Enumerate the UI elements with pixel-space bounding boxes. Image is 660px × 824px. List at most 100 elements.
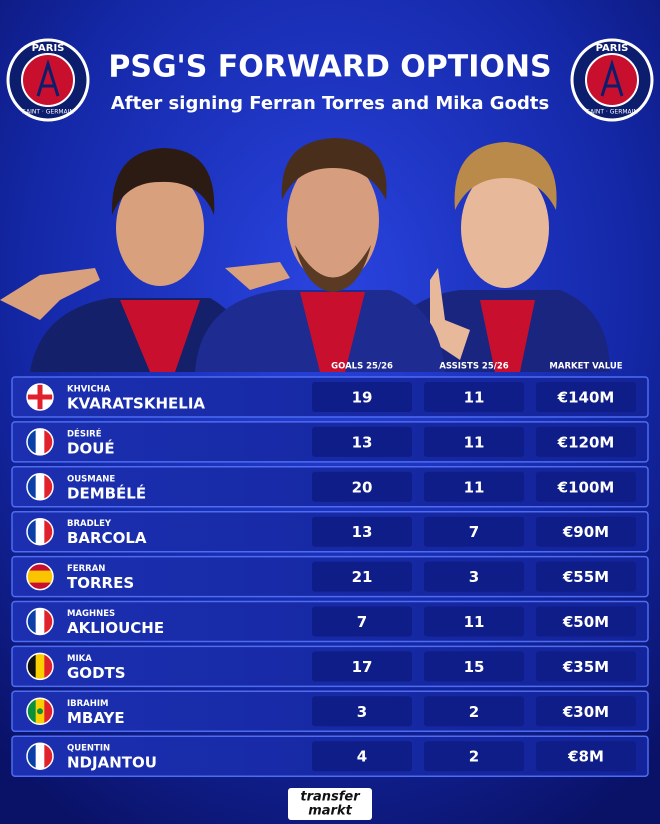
psg-crest: PARIS SAINT · GERMAIN — [6, 38, 90, 122]
flag-band — [27, 653, 37, 680]
player-last-name: TORRES — [67, 574, 134, 592]
crest-tower — [600, 58, 624, 97]
stat-cell — [424, 382, 524, 412]
player-first-name: BRADLEY — [67, 519, 112, 529]
stat-cell — [536, 606, 636, 637]
player-last-name: DEMBÉLÉ — [67, 483, 146, 502]
column-header: MARKET VALUE — [549, 362, 622, 372]
flag-band — [27, 743, 37, 770]
stat-cell — [424, 741, 524, 772]
player-last-name: GODTS — [67, 664, 126, 682]
stat-value: €120M — [557, 433, 615, 451]
brand-bottom: markt — [308, 804, 352, 819]
stat-value: 7 — [469, 523, 479, 541]
flag-band — [44, 608, 53, 635]
flag-border — [26, 652, 54, 681]
flag-band — [44, 743, 53, 770]
flag-band — [27, 570, 53, 583]
flag-band — [44, 698, 53, 725]
column-header: GOALS 25/26 — [331, 362, 393, 372]
stat-value: 11 — [464, 389, 485, 407]
stat-cell — [536, 741, 636, 772]
flag-band — [27, 518, 37, 545]
stat-cell — [536, 696, 636, 727]
stat-cell — [536, 651, 636, 682]
stat-cell — [312, 696, 412, 727]
stat-cell — [424, 606, 524, 637]
stat-value: €100M — [557, 478, 615, 496]
stat-cell — [424, 516, 524, 547]
stat-value: €50M — [562, 613, 609, 631]
player-first-name: IBRAHIM — [67, 699, 109, 709]
stat-cell — [536, 561, 636, 592]
brand-logo: transfer markt — [288, 788, 372, 820]
stat-cell — [312, 561, 412, 592]
stat-value: €140M — [557, 389, 615, 407]
flag-band — [44, 473, 53, 500]
stat-value: 15 — [464, 658, 485, 676]
flag-border — [26, 742, 54, 770]
stat-cell — [424, 696, 524, 727]
stat-value: 11 — [464, 433, 485, 451]
flag-border — [26, 562, 54, 591]
flag-band — [44, 518, 53, 545]
flag-border — [26, 517, 54, 546]
flag-band — [27, 428, 37, 455]
stat-value: 11 — [464, 478, 485, 496]
stat-cell — [536, 471, 636, 502]
stat-value: 3 — [469, 568, 479, 586]
players-photo — [0, 138, 610, 372]
brand-top: transfer — [300, 790, 361, 805]
stat-value: 13 — [352, 433, 373, 451]
flag — [27, 743, 53, 770]
flag — [27, 428, 53, 455]
stat-cell — [536, 516, 636, 547]
player-last-name: KVARATSKHELIA — [67, 395, 205, 413]
flag-cross — [27, 394, 53, 400]
stat-value: 19 — [352, 389, 373, 407]
stat-value: €35M — [562, 658, 609, 676]
subtitle: After signing Ferran Torres and Mika God… — [111, 93, 549, 114]
stat-cell — [312, 426, 412, 457]
column-header: ASSISTS 25/26 — [439, 362, 508, 372]
player-first-name: KHVICHA — [67, 385, 111, 395]
stat-value: 21 — [352, 568, 373, 586]
crest-bottom-text: SAINT · GERMAIN — [22, 109, 74, 116]
stat-cell — [536, 426, 636, 457]
player-last-name: DOUÉ — [67, 438, 115, 457]
title: PSG'S FORWARD OPTIONS — [108, 50, 551, 85]
flag-band — [35, 428, 45, 455]
flag-border — [26, 383, 54, 411]
crest-top-text: PARIS — [596, 43, 629, 54]
flag-border — [26, 607, 54, 636]
stat-cell — [312, 516, 412, 547]
flag — [27, 653, 53, 680]
player-first-name: DÉSIRÉ — [67, 427, 102, 439]
stat-value: 3 — [357, 703, 367, 721]
player-first-name: QUENTIN — [67, 744, 110, 754]
player-last-name: NDJANTOU — [67, 754, 157, 772]
flag-border — [26, 697, 54, 726]
stat-value: 2 — [469, 703, 479, 721]
flag — [27, 473, 53, 500]
stat-value: 4 — [357, 748, 367, 766]
stat-cell — [312, 651, 412, 682]
flag-band — [27, 698, 37, 725]
stat-value: 7 — [357, 613, 367, 631]
flag-band — [35, 518, 45, 545]
stat-value: 11 — [464, 613, 485, 631]
flag-band — [35, 473, 45, 500]
player-first-name: FERRAN — [67, 564, 105, 574]
flag-band — [27, 473, 37, 500]
flag-border — [26, 473, 54, 501]
stat-value: 2 — [469, 748, 479, 766]
crest-inner — [21, 53, 75, 107]
stat-value: 17 — [352, 658, 373, 676]
